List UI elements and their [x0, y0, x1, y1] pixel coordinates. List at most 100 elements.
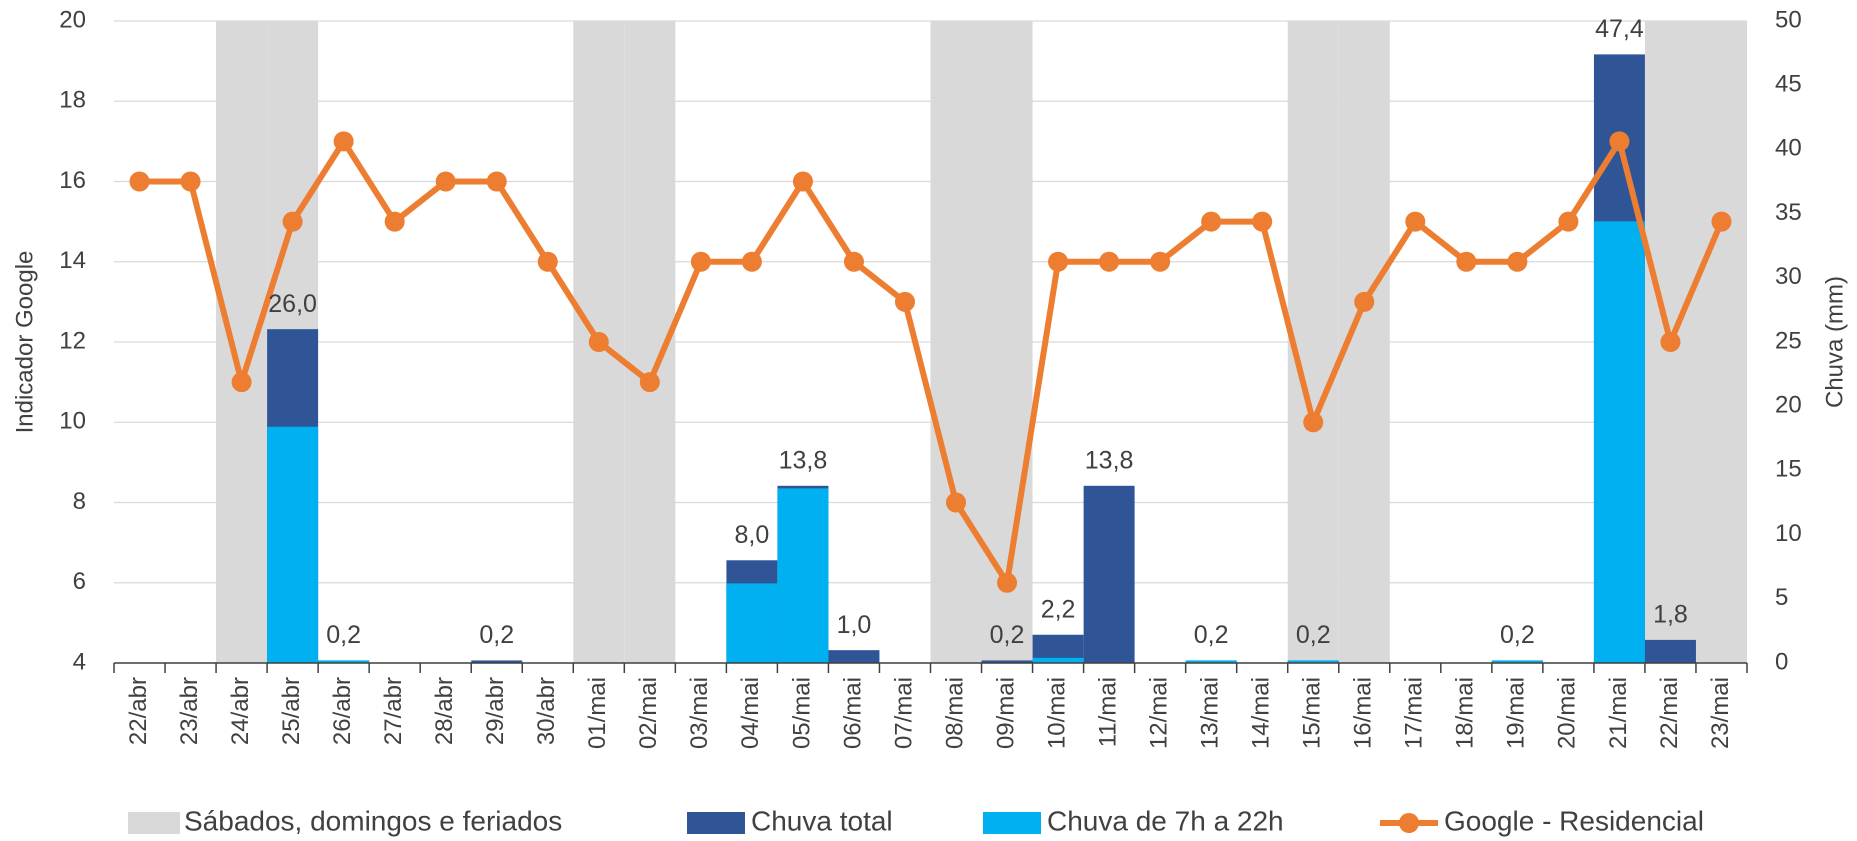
data-label: 0,2 [1296, 621, 1331, 649]
line-marker [1099, 251, 1120, 272]
y2-tick-label: 25 [1775, 327, 1802, 354]
line [139, 138, 1725, 586]
data-label: 8,0 [735, 521, 770, 549]
legend-label: Chuva de 7h a 22h [1047, 805, 1284, 836]
y-tick-label: 10 [59, 408, 86, 435]
x-tick-label: 23/mai [1707, 677, 1734, 749]
y2-tick-label: 10 [1775, 520, 1802, 547]
y-tick-label: 18 [59, 87, 86, 114]
y2-tick-label: 20 [1775, 392, 1802, 419]
legend-swatch [687, 812, 745, 834]
bar [318, 660, 370, 663]
y-tick-label: 6 [73, 568, 86, 595]
line-marker [843, 251, 864, 272]
y2-tick-label: 50 [1775, 6, 1802, 33]
bar [267, 426, 319, 663]
line-marker [1252, 211, 1273, 232]
x-tick-label: 01/mai [584, 677, 611, 749]
line-marker [537, 251, 558, 272]
bar [1491, 660, 1543, 663]
x-tick-label: 02/mai [635, 677, 662, 749]
line-marker [639, 372, 660, 393]
y2-axis-title: Chuva (mm) [1821, 276, 1848, 408]
x-tick-label: 13/mai [1197, 677, 1224, 749]
x-tick-label: 14/mai [1248, 677, 1275, 749]
legend-label: Chuva total [751, 805, 893, 836]
y-tick-label: 20 [59, 6, 86, 33]
y-tick-label: 8 [73, 488, 86, 515]
line-marker [1711, 211, 1732, 232]
x-tick-label: 18/mai [1452, 677, 1479, 749]
bar [726, 583, 778, 663]
x-tick-label: 11/mai [1094, 677, 1121, 747]
line-marker [129, 171, 150, 192]
line-marker [333, 131, 354, 152]
y2-tick-label: 40 [1775, 135, 1802, 162]
x-tick-label: 04/mai [737, 677, 764, 749]
y-tick-label: 14 [59, 247, 86, 274]
x-tick-label: 19/mai [1503, 677, 1530, 749]
x-tick-label: 30/abr [533, 677, 560, 745]
line-marker [690, 251, 711, 272]
data-label: 0,2 [1500, 621, 1535, 649]
x-tick-label: 16/mai [1350, 677, 1377, 749]
line-marker [1558, 211, 1579, 232]
bar [1593, 221, 1645, 663]
y-axis-title: Indicador Google [11, 251, 38, 434]
line-marker [282, 211, 303, 232]
line-marker [486, 171, 507, 192]
line-marker [1150, 251, 1171, 272]
bar [1032, 657, 1084, 663]
bar [1287, 660, 1339, 663]
line-marker [1660, 332, 1681, 352]
x-tick-label: 08/mai [941, 677, 968, 749]
y-tick-label: 4 [73, 648, 86, 675]
x-tick-label: 23/abr [176, 677, 203, 745]
x-tick-label: 25/abr [278, 677, 305, 745]
data-label: 1,8 [1653, 600, 1688, 628]
y2-tick-label: 5 [1775, 584, 1788, 611]
bar [777, 488, 829, 663]
data-label: 26,0 [268, 290, 317, 318]
line-marker [1303, 412, 1324, 433]
x-tick-label: 27/abr [380, 677, 407, 745]
line-marker [231, 372, 252, 393]
data-label: 2,2 [1041, 595, 1076, 623]
x-tick-label: 28/abr [431, 677, 458, 745]
data-label: 1,0 [837, 611, 872, 639]
x-tick-label: 12/mai [1145, 677, 1172, 749]
x-tick-label: 22/abr [125, 677, 152, 745]
x-tick-label: 17/mai [1401, 677, 1428, 749]
data-label: 0,2 [479, 621, 514, 649]
legend-label: Google - Residencial [1444, 805, 1704, 836]
bar [1083, 485, 1135, 663]
x-tick-label: 24/abr [227, 677, 254, 745]
x-tick-label: 22/mai [1656, 677, 1683, 749]
y2-tick-label: 15 [1775, 456, 1802, 483]
line-marker [1609, 131, 1630, 152]
x-tick-label: 07/mai [890, 677, 917, 749]
line-marker [1405, 211, 1426, 232]
legend-swatch [1399, 813, 1419, 833]
line-marker [741, 251, 762, 272]
line-marker [792, 171, 813, 192]
x-tick-label: 06/mai [839, 677, 866, 749]
line-marker [1048, 251, 1069, 272]
line-marker [997, 572, 1018, 593]
data-label: 0,2 [326, 621, 361, 649]
bar [1185, 660, 1237, 663]
data-label: 0,2 [990, 621, 1025, 649]
x-tick-label: 21/mai [1605, 677, 1632, 749]
line-marker [1507, 251, 1528, 272]
x-tick-label: 10/mai [1043, 677, 1070, 749]
legend-swatch [128, 812, 180, 834]
y2-tick-label: 45 [1775, 71, 1802, 98]
line-marker [1201, 211, 1222, 232]
x-tick-label: 09/mai [992, 677, 1019, 749]
x-tick-label: 03/mai [686, 677, 713, 749]
bar [981, 660, 1033, 663]
y2-tick-label: 35 [1775, 199, 1802, 226]
legend-label: Sábados, domingos e feriados [184, 805, 562, 836]
legend-swatch [983, 812, 1041, 834]
